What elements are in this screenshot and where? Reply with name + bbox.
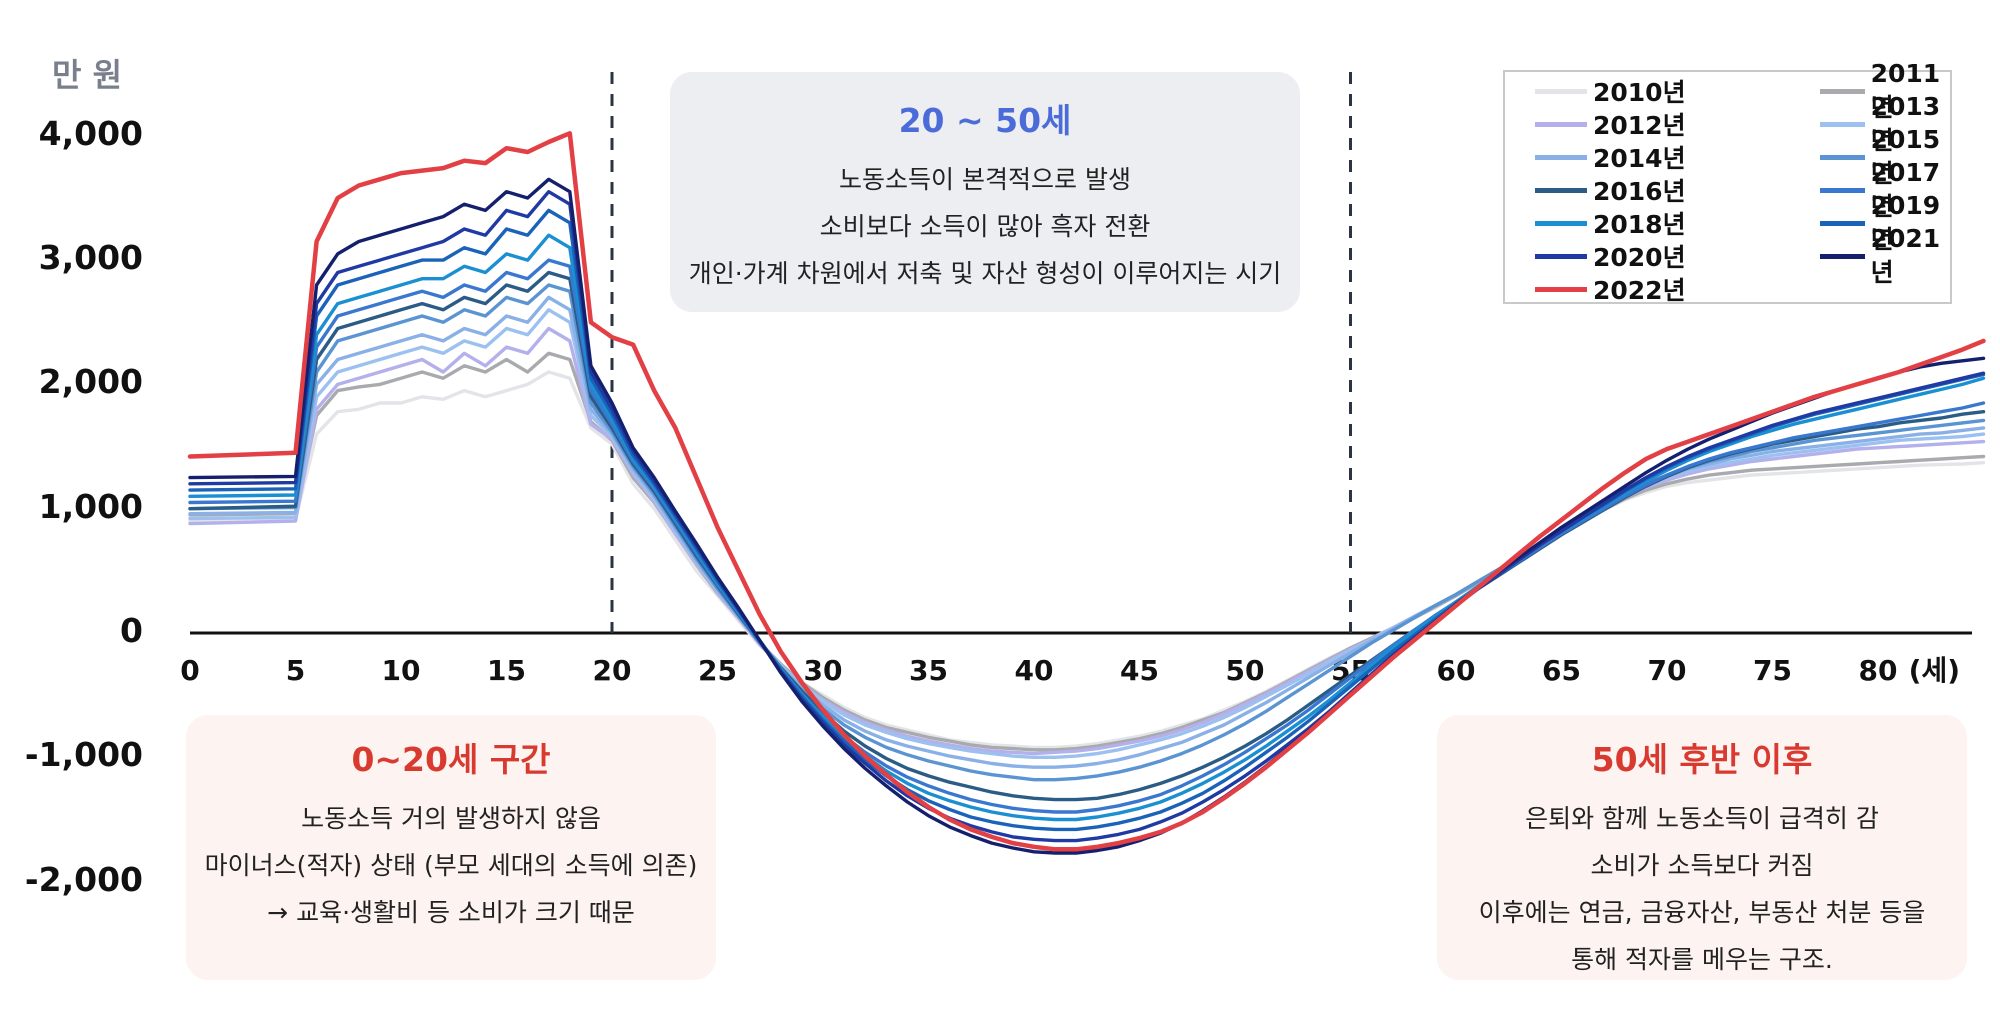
x-tick-label: 75 (1753, 654, 1792, 687)
legend-entry: 2018년 (1535, 208, 1686, 239)
chart-legend: 2010년 2011년 2012년 2013년 2014년 2015년 2016년 2017년… (1503, 59, 1952, 305)
legend-entry: 2016년 (1535, 175, 1686, 206)
x-tick-label: 25 (698, 654, 737, 687)
x-axis: 0 5 10 15 20 25 30 35 40 45 50 55 60 65 70 75 80 (세) (180, 631, 1972, 687)
annotation-line: 은퇴와 함께 노동소득이 급격히 감 (1525, 804, 1879, 833)
age-divider-lines (610, 72, 1352, 633)
legend-swatch (1535, 286, 1587, 292)
legend-swatch (1535, 154, 1587, 160)
y-tick-label: 3,000 (38, 238, 143, 278)
annotation-box-20-50: 20 ~ 50세 노동소득이 본격적으로 발생 소비보다 소득이 많아 흑자 전… (670, 72, 1300, 312)
legend-entry: 2021년 (1820, 224, 1950, 287)
x-tick-label: 0 (180, 654, 199, 687)
annotation-title: 50세 후반 이후 (1591, 740, 1813, 779)
legend-swatch (1820, 253, 1865, 259)
annotation-line: 마이너스(적자) 상태 (부모 세대의 소득에 의존) (204, 851, 698, 880)
annotation-line: → 교육·생활비 등 소비가 크기 때문 (267, 898, 635, 927)
legend-swatch (1535, 253, 1587, 259)
legend-label: 2016년 (1593, 177, 1686, 206)
x-tick-label: 40 (1015, 654, 1054, 687)
annotation-line: 소비가 소득보다 커짐 (1590, 851, 1814, 880)
y-tick-label: -1,000 (24, 735, 143, 775)
legend-label: 2011년 (1870, 58, 1941, 122)
series-line-2021년 (188, 177, 1986, 855)
annotation-line: 노동소득이 본격적으로 발생 (839, 165, 1131, 194)
legend-entry: 2014년 (1535, 142, 1686, 173)
y-tick-label: 2,000 (38, 362, 143, 402)
legend-entry: 2020년 (1535, 241, 1686, 272)
legend-label: 2012년 (1593, 111, 1686, 140)
x-tick-label: 35 (909, 654, 948, 687)
legend-entry: 2013년 (1820, 92, 1950, 155)
x-tick-label: 70 (1648, 654, 1687, 687)
x-tick-label: 65 (1542, 654, 1581, 687)
x-tick-label: 50 (1226, 654, 1265, 687)
legend-swatch (1820, 187, 1865, 193)
legend-label: 2019년 (1870, 190, 1941, 254)
legend-label: 2010년 (1593, 78, 1686, 107)
legend-entry: 2022년 (1535, 274, 1686, 305)
x-tick-label: 5 (286, 654, 305, 687)
series-lines (187, 131, 1986, 855)
x-tick-label: 80 (1859, 654, 1898, 687)
series-line-2013년 (188, 308, 1986, 759)
legend-swatch (1535, 187, 1587, 193)
series-line-2010년 (188, 370, 1986, 750)
legend-label: 2013년 (1870, 91, 1941, 155)
legend-label: 2018년 (1593, 210, 1686, 239)
legend-entry: 2019년 (1820, 191, 1950, 254)
legend-label: 2021년 (1870, 223, 1941, 287)
y-tick-label: 4,000 (38, 113, 143, 153)
legend-swatch (1820, 121, 1865, 127)
legend-entry: 2017년 (1820, 158, 1950, 221)
annotation-box-0-20: 0~20세 구간 노동소득 거의 발생하지 않음 마이너스(적자) 상태 (부모… (186, 715, 716, 980)
legend-entry: 2015년 (1820, 125, 1950, 188)
legend-swatch (1820, 220, 1865, 226)
x-tick-label: 60 (1437, 654, 1476, 687)
annotation-line: 노동소득 거의 발생하지 않음 (301, 804, 601, 833)
legend-entry: 2011년 (1820, 59, 1950, 122)
annotation-title: 0~20세 구간 (351, 740, 551, 779)
annotation-box-late-50s: 50세 후반 이후 은퇴와 함께 노동소득이 급격히 감 소비가 소득보다 커짐… (1437, 715, 1967, 980)
x-tick-label: 10 (382, 654, 421, 687)
y-tick-label: 1,000 (38, 486, 143, 526)
x-tick-label: 45 (1120, 654, 1159, 687)
series-line-2012년 (188, 326, 1986, 756)
y-tick-label: 0 (120, 611, 143, 650)
legend-entry: 2012년 (1535, 109, 1686, 140)
legend-label: 2017년 (1870, 157, 1941, 221)
y-axis-unit-label: 만 원 (52, 56, 123, 94)
x-tick-label: 20 (593, 654, 632, 687)
legend-swatch (1535, 88, 1587, 94)
annotation-line: 개인·가계 차원에서 저축 및 자산 형성이 이루어지는 시기 (688, 259, 1282, 288)
legend-label: 2022년 (1593, 276, 1686, 305)
legend-label: 2014년 (1593, 144, 1686, 173)
legend-swatch (1820, 154, 1865, 160)
legend-entry: 2010년 (1535, 76, 1686, 107)
series-line-2022년 (187, 131, 1986, 852)
annotation-line: 이후에는 연금, 금융자산, 부동산 처분 등을 (1478, 898, 1926, 927)
legend-swatch (1535, 220, 1587, 226)
annotation-line: 통해 적자를 메우는 구조. (1571, 945, 1833, 974)
series-line-2011년 (188, 351, 1986, 752)
legend-label: 2020년 (1593, 243, 1686, 272)
series-line-2018년 (188, 233, 1986, 822)
legend-swatch (1820, 88, 1865, 94)
annotation-line: 소비보다 소득이 많아 흑자 전환 (819, 212, 1151, 241)
x-axis-unit-label: (세) (1909, 654, 1960, 687)
annotation-title: 20 ~ 50세 (898, 101, 1072, 140)
legend-swatch (1535, 121, 1587, 127)
x-tick-label: 30 (804, 654, 843, 687)
y-tick-label: -2,000 (24, 859, 143, 899)
series-line-2020년 (188, 189, 1986, 843)
series-line-2014년 (188, 295, 1986, 769)
x-tick-label: 15 (487, 654, 526, 687)
legend-label: 2015년 (1870, 124, 1941, 188)
series-line-2017년 (188, 258, 1986, 814)
